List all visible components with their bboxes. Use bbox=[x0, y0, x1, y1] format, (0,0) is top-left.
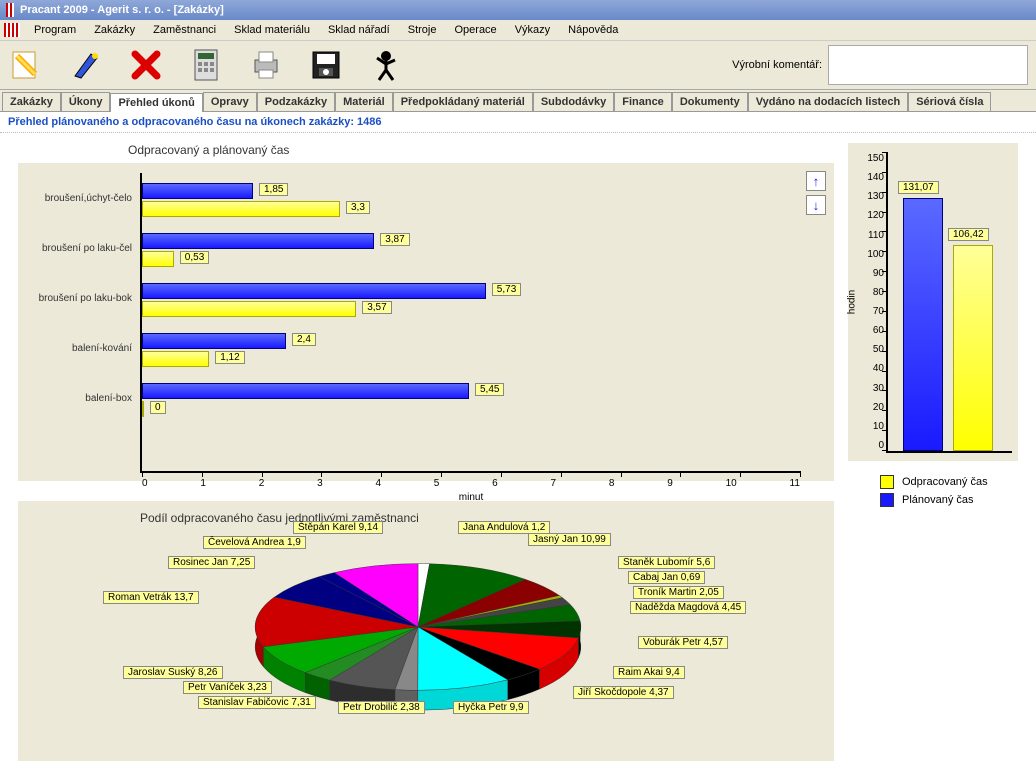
menu-item[interactable]: Stroje bbox=[400, 22, 445, 38]
y-axis: 0102030405060708090100110120130140150 bbox=[860, 153, 884, 451]
pie-chart-box: Podíl odpracovaného času jednotlivými za… bbox=[18, 501, 834, 761]
tab[interactable]: Finance bbox=[614, 92, 672, 111]
menu-bar: ProgramZakázkyZaměstnanciSklad materiálu… bbox=[0, 20, 1036, 41]
menu-item[interactable]: Výkazy bbox=[507, 22, 558, 38]
tab[interactable]: Úkony bbox=[61, 92, 111, 111]
page-subtitle: Přehled plánovaného a odpracovaného času… bbox=[0, 112, 1036, 133]
menu-item[interactable]: Nápověda bbox=[560, 22, 626, 38]
scroll-up-button[interactable]: ↑ bbox=[806, 171, 826, 191]
bar-value-label: 3,3 bbox=[346, 201, 370, 214]
bar-value-label: 5,73 bbox=[492, 283, 521, 296]
legend-item: Plánovaný čas bbox=[880, 493, 1018, 507]
pie-slice-label: Raim Akai 9,4 bbox=[613, 666, 685, 679]
tab[interactable]: Subdodávky bbox=[533, 92, 614, 111]
summary-bar bbox=[953, 245, 993, 451]
bar-worked bbox=[142, 201, 340, 217]
x-axis: 01234567891011 bbox=[142, 478, 800, 489]
pie-slice-label: Štěpán Karel 9,14 bbox=[293, 521, 383, 534]
comment-input[interactable] bbox=[828, 45, 1028, 85]
pie-slice-label: Hyčka Petr 9,9 bbox=[453, 701, 529, 714]
legend-item: Odpracovaný čas bbox=[880, 475, 1018, 489]
tab[interactable]: Podzakázky bbox=[257, 92, 335, 111]
bar-planned bbox=[142, 283, 486, 299]
category-label: balení-kování bbox=[27, 343, 132, 354]
tab[interactable]: Opravy bbox=[203, 92, 257, 111]
pie-slice-label: Stanislav Fabičovic 7,31 bbox=[198, 696, 316, 709]
menu-item[interactable]: Sklad materiálu bbox=[226, 22, 318, 38]
bar-planned bbox=[142, 233, 374, 249]
bar-planned bbox=[142, 383, 469, 399]
tab[interactable]: Materiál bbox=[335, 92, 393, 111]
comment-label: Výrobní komentář: bbox=[732, 59, 822, 71]
comment-area: Výrobní komentář: bbox=[732, 45, 1028, 85]
bar-value-label: 3,87 bbox=[380, 233, 409, 246]
pie-slice-label: Voburák Petr 4,57 bbox=[638, 636, 728, 649]
tab[interactable]: Zakázky bbox=[2, 92, 61, 111]
tab[interactable]: Předpokládaný materiál bbox=[393, 92, 533, 111]
legend: Odpracovaný čas Plánovaný čas bbox=[880, 475, 1018, 507]
calculator-icon[interactable] bbox=[188, 47, 224, 83]
pie-slice-label: Jiří Skočdopole 4,37 bbox=[573, 686, 674, 699]
pie-slice-label: Cabaj Jan 0,69 bbox=[628, 571, 705, 584]
pie-slice-label: Jasný Jan 10,99 bbox=[528, 533, 611, 546]
edit-icon[interactable] bbox=[8, 47, 44, 83]
hbar-chart-box: ↑ ↓ 01234567891011 minut broušení,úchyt-… bbox=[18, 163, 834, 481]
toolbar: Výrobní komentář: bbox=[0, 41, 1036, 90]
pie-slice-label: Staněk Lubomír 5,6 bbox=[618, 556, 715, 569]
bar-worked bbox=[142, 301, 356, 317]
bar-planned bbox=[142, 183, 253, 199]
category-label: broušení po laku-čel bbox=[27, 243, 132, 254]
summary-bar-label: 131,07 bbox=[898, 181, 939, 194]
tab[interactable]: Dokumenty bbox=[672, 92, 748, 111]
title-bar: Pracant 2009 - Agerit s. r. o. - [Zakázk… bbox=[0, 0, 1036, 20]
pie-slice-label: Jaroslav Suský 8,26 bbox=[123, 666, 223, 679]
summary-bar-label: 106,42 bbox=[948, 228, 989, 241]
person-icon[interactable] bbox=[368, 47, 404, 83]
delete-icon[interactable] bbox=[128, 47, 164, 83]
pie-slice-label: Roman Vetrák 13,7 bbox=[103, 591, 199, 604]
vbar-chart: 0102030405060708090100110120130140150 ho… bbox=[886, 153, 1012, 453]
tab[interactable]: Přehled úkonů bbox=[110, 93, 202, 112]
tab[interactable]: Vydáno na dodacích listech bbox=[748, 92, 908, 111]
menu-item[interactable]: Operace bbox=[446, 22, 504, 38]
save-icon[interactable] bbox=[308, 47, 344, 83]
y-axis-label: hodin bbox=[847, 290, 858, 314]
category-label: balení-box bbox=[27, 393, 132, 404]
summary-bar bbox=[903, 198, 943, 451]
window-title: Pracant 2009 - Agerit s. r. o. - [Zakázk… bbox=[20, 4, 224, 16]
grip-icon bbox=[6, 3, 14, 17]
pie-slice-label: Čevelová Andrea 1,9 bbox=[203, 536, 306, 549]
category-label: broušení,úchyt-čelo bbox=[27, 193, 132, 204]
bar-value-label: 0,53 bbox=[180, 251, 209, 264]
wizard-icon[interactable] bbox=[68, 47, 104, 83]
tab[interactable]: Sériová čísla bbox=[908, 92, 991, 111]
pie-slice-label: Rosinec Jan 7,25 bbox=[168, 556, 255, 569]
pie-slice-label: Troník Martin 2,05 bbox=[633, 586, 724, 599]
pie-slice-label: Petr Vaníček 3,23 bbox=[183, 681, 272, 694]
pie-slice-label: Petr Drobilič 2,38 bbox=[338, 701, 425, 714]
tab-strip: ZakázkyÚkonyPřehled úkonůOpravyPodzakázk… bbox=[0, 90, 1036, 112]
menu-item[interactable]: Sklad nářadí bbox=[320, 22, 398, 38]
hbar-chart: 01234567891011 minut broušení,úchyt-čelo… bbox=[140, 173, 800, 473]
bar-value-label: 1,12 bbox=[215, 351, 244, 364]
bar-value-label: 2,4 bbox=[292, 333, 316, 346]
category-label: broušení po laku-bok bbox=[27, 293, 132, 304]
bar-value-label: 5,45 bbox=[475, 383, 504, 396]
menu-item[interactable]: Program bbox=[26, 22, 84, 38]
bar-value-label: 1,85 bbox=[259, 183, 288, 196]
scroll-down-button[interactable]: ↓ bbox=[806, 195, 826, 215]
grip-icon bbox=[4, 23, 20, 37]
bar-worked bbox=[142, 251, 174, 267]
bar-worked bbox=[142, 351, 209, 367]
bar-planned bbox=[142, 333, 286, 349]
hbar-title: Odpracovaný a plánovaný čas bbox=[128, 143, 834, 157]
bar-value-label: 0 bbox=[150, 401, 166, 414]
bar-worked bbox=[142, 401, 144, 417]
menu-item[interactable]: Zakázky bbox=[86, 22, 143, 38]
print-icon[interactable] bbox=[248, 47, 284, 83]
pie-slice-label: Naděžda Magdová 4,45 bbox=[630, 601, 746, 614]
menu-item[interactable]: Zaměstnanci bbox=[145, 22, 224, 38]
bar-value-label: 3,57 bbox=[362, 301, 391, 314]
